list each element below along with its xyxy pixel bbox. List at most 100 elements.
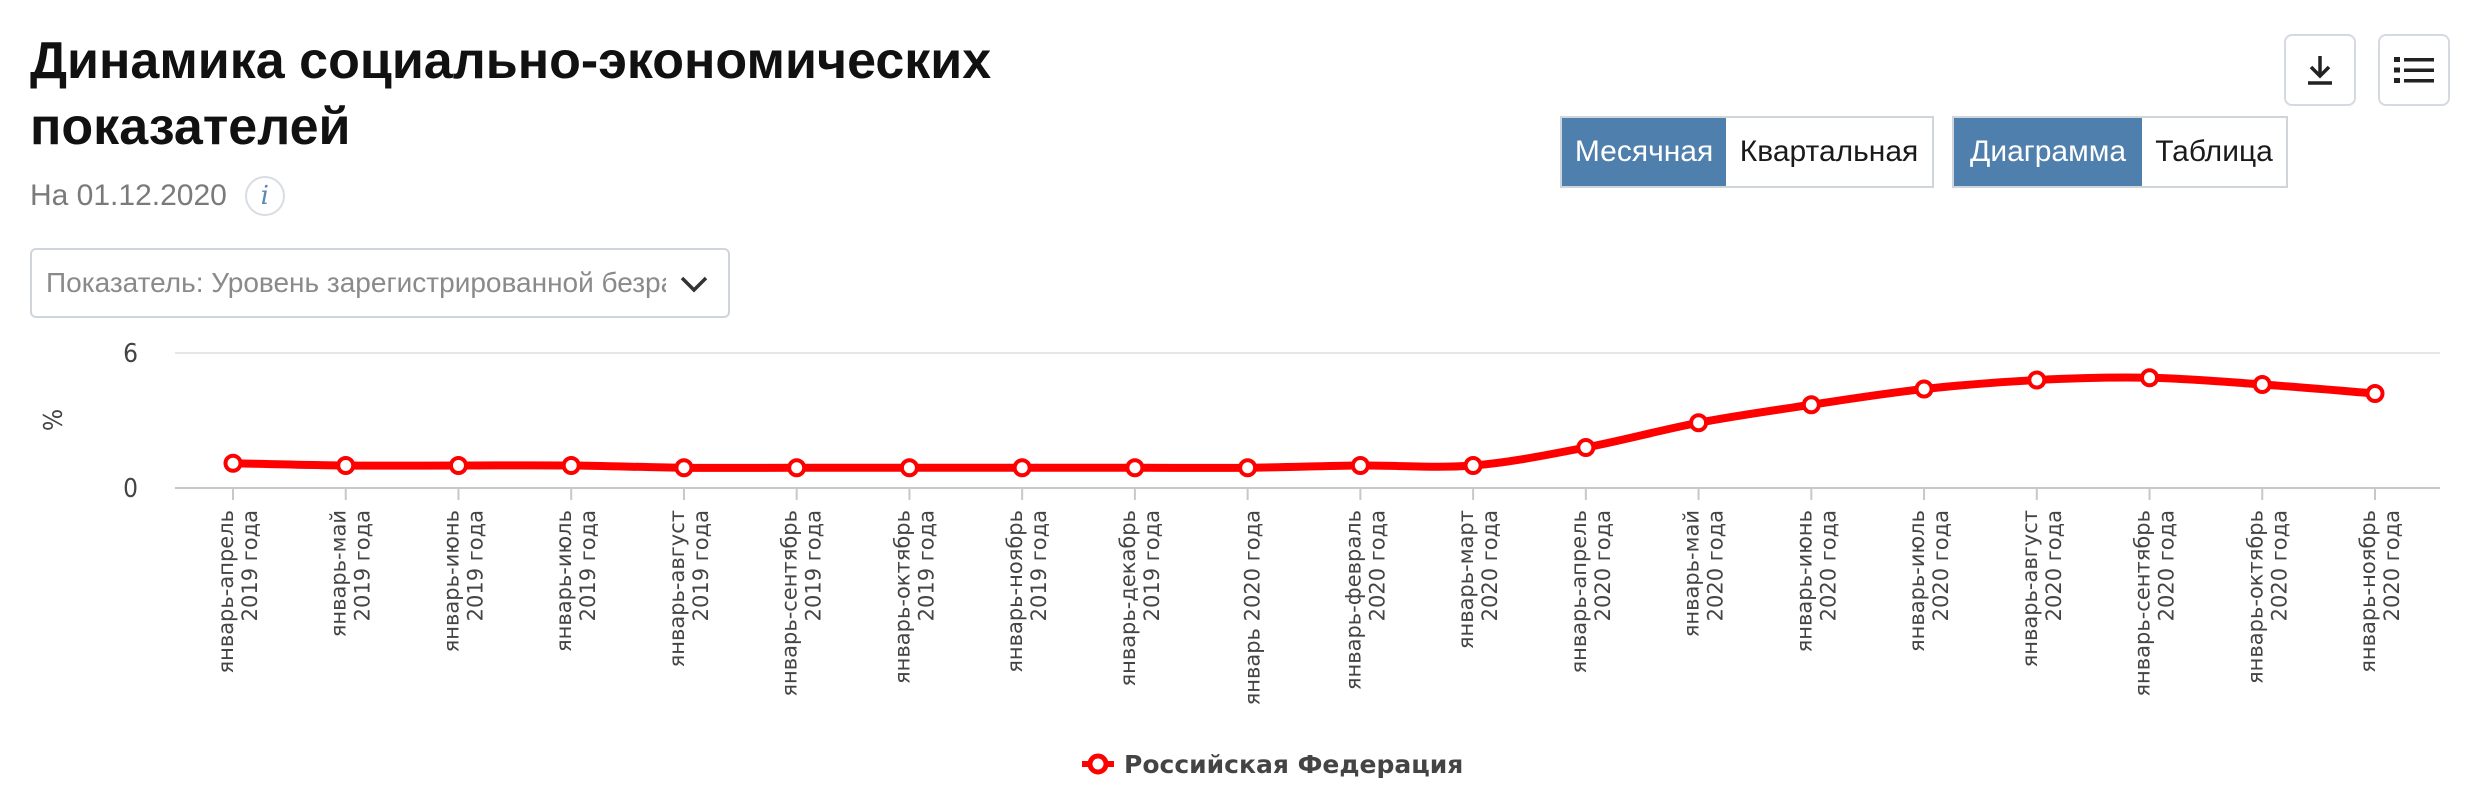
x-tick-label: январь-май2020 года xyxy=(1680,510,1728,637)
x-tick-label-line: январь-октябрь xyxy=(2243,510,2267,684)
y-tick-label: 6 xyxy=(123,339,138,369)
x-tick-label: январь-октябрь2020 года xyxy=(2243,510,2291,684)
data-point xyxy=(1350,456,1370,475)
period-monthly-button[interactable]: Месячная xyxy=(1562,118,1726,186)
data-point xyxy=(899,458,919,478)
x-tick-label-line: 2020 года xyxy=(2267,510,2291,621)
x-tick-label-line: январь-сентябрь xyxy=(778,510,802,697)
period-quarterly-button[interactable]: Квартальная xyxy=(1726,118,1932,186)
data-point xyxy=(1801,395,1821,415)
menu-icon xyxy=(2394,57,2434,83)
x-tick-label-line: январь-март xyxy=(1454,510,1478,649)
data-point xyxy=(561,456,581,475)
view-chart-button[interactable]: Диаграмма xyxy=(1954,118,2142,186)
page-title: Динамика социально-экономических показат… xyxy=(30,32,992,156)
x-tick-label-line: январь-июль xyxy=(552,510,576,652)
x-tick-label: январь-июль2019 года xyxy=(552,510,600,652)
data-point xyxy=(223,453,243,473)
x-tick-label-line: 2019 года xyxy=(689,510,713,621)
data-point xyxy=(1238,458,1258,478)
data-point xyxy=(674,458,694,478)
x-tick-label-line: январь-сентябрь xyxy=(2131,510,2155,697)
x-tick-label-line: 2020 года xyxy=(1929,510,1953,621)
x-tick-label: январь-март2020 года xyxy=(1454,510,1502,649)
x-tick-label-line: январь-август xyxy=(665,510,689,667)
legend-label: Российская Федерация xyxy=(1124,750,1463,779)
x-tick-label: январь-май2019 года xyxy=(327,510,375,637)
x-tick-label-line: 2019 года xyxy=(463,510,487,621)
data-point xyxy=(2027,370,2047,390)
x-tick-label-line: январь-октябрь xyxy=(890,510,914,684)
x-tick-label-line: 2019 года xyxy=(238,510,262,621)
x-tick-label: январь-апрель2020 года xyxy=(1567,510,1615,674)
data-point xyxy=(1012,458,1032,478)
x-tick-label-line: 2020 года xyxy=(2042,510,2066,621)
x-tick-label-line: январь-август xyxy=(2018,510,2042,667)
view-toggle: Диаграмма Таблица xyxy=(1952,116,2288,188)
data-point xyxy=(2140,368,2160,388)
x-tick-label-line: 2020 года xyxy=(2380,510,2404,621)
x-tick-label-line: 2019 года xyxy=(1027,510,1051,621)
x-tick-label: январь-июль2020 года xyxy=(1905,510,1953,652)
x-tick-label: январь-август2019 года xyxy=(665,510,713,667)
x-tick-label-line: январь-июнь xyxy=(1792,510,1816,652)
x-tick-label-line: январь-апрель xyxy=(1567,510,1591,674)
data-point xyxy=(1463,456,1483,475)
series-rf xyxy=(223,368,2385,478)
x-tick-label-line: январь-ноябрь xyxy=(1003,510,1027,673)
chevron-down-icon xyxy=(680,276,708,293)
x-tick-label-line: январь 2020 года xyxy=(1241,510,1265,705)
y-tick-label: 0 xyxy=(123,474,138,504)
data-point xyxy=(1914,379,1934,399)
x-tick-label: январь-август2020 года xyxy=(2018,510,2066,667)
data-point xyxy=(787,458,807,478)
period-toggle: Месячная Квартальная xyxy=(1560,116,1934,188)
x-tick-label-line: январь-май xyxy=(327,510,351,637)
x-tick-label-line: 2019 года xyxy=(351,510,375,621)
x-tick-label: январь-декабрь2019 года xyxy=(1116,510,1164,687)
indicator-select-value: Показатель: Уровень зарегистрированной б… xyxy=(46,267,666,298)
data-point xyxy=(1576,438,1596,457)
date-row: На 01.12.2020 i xyxy=(30,176,285,216)
x-tick-label-line: 2019 года xyxy=(576,510,600,621)
x-tick-label-line: январь-февраль xyxy=(1341,510,1365,690)
x-tick-label-line: 2020 года xyxy=(1591,510,1615,621)
legend[interactable]: Российская Федерация xyxy=(1082,750,1463,779)
data-point xyxy=(2252,375,2272,394)
report-date: На 01.12.2020 xyxy=(30,179,227,212)
series-line xyxy=(229,373,2379,472)
x-tick-label: январь-февраль2020 года xyxy=(1341,510,1389,690)
grid xyxy=(175,352,2440,489)
download-button[interactable] xyxy=(2284,34,2356,106)
info-icon[interactable]: i xyxy=(244,176,285,216)
x-tick-label-line: январь-июнь xyxy=(439,510,463,652)
data-point xyxy=(1689,413,1709,433)
x-tick-label-line: 2019 года xyxy=(914,510,938,621)
y-axis-ticks: 06 xyxy=(123,339,138,504)
x-axis-ticks: январь-апрель2019 года январь-май2019 год… xyxy=(214,488,2404,705)
x-tick-label: январь-ноябрь2020 года xyxy=(2356,510,2404,673)
line-chart: % 06 январь-апрель2019 года январь-май201… xyxy=(39,339,2440,779)
x-tick-label: январь-июнь2020 года xyxy=(1792,510,1840,652)
x-tick-label: январь-апрель2019 года xyxy=(214,510,262,674)
x-tick-label-line: январь-июль xyxy=(1905,510,1929,652)
x-tick-label-line: 2019 года xyxy=(1140,510,1164,621)
x-tick-label-line: 2020 года xyxy=(1478,510,1502,621)
x-tick-label-line: январь-ноябрь xyxy=(2356,510,2380,673)
x-tick-label: январь 2020 года xyxy=(1241,510,1265,705)
data-point xyxy=(336,456,356,475)
x-tick-label: январь-ноябрь2019 года xyxy=(1003,510,1051,673)
x-tick-label: январь-июнь2019 года xyxy=(439,510,487,652)
indicator-select[interactable]: Показатель: Уровень зарегистрированной б… xyxy=(30,248,730,318)
x-tick-label-line: 2020 года xyxy=(2155,510,2179,621)
x-tick-label: январь-сентябрь2019 года xyxy=(778,510,826,697)
x-tick-label-line: 2019 года xyxy=(802,510,826,621)
data-point xyxy=(1125,458,1145,478)
x-tick-label-line: 2020 года xyxy=(1365,510,1389,621)
x-tick-label-line: январь-апрель xyxy=(214,510,238,674)
download-icon xyxy=(2308,56,2332,85)
view-table-button[interactable]: Таблица xyxy=(2142,118,2286,186)
x-tick-label-line: январь-декабрь xyxy=(1116,510,1140,687)
x-tick-label-line: 2020 года xyxy=(1704,510,1728,621)
menu-button[interactable] xyxy=(2378,34,2450,106)
